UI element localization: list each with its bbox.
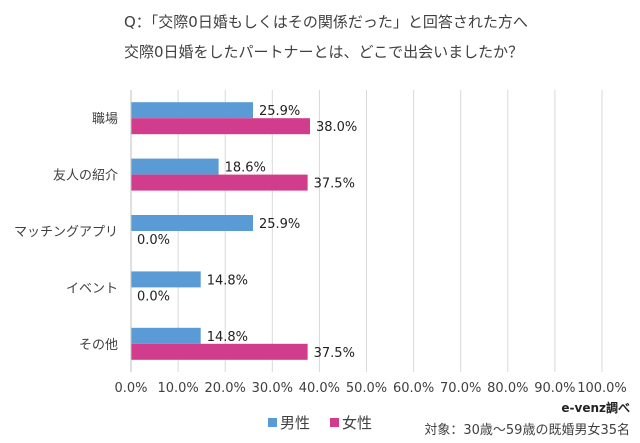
category-label: 友人の紹介 bbox=[53, 168, 118, 184]
data-label: 0.0% bbox=[137, 289, 170, 304]
category-label: イベント bbox=[66, 281, 118, 296]
data-label: 14.8% bbox=[207, 273, 248, 288]
bar-male bbox=[131, 215, 253, 231]
x-tick-label: 30.0% bbox=[252, 381, 293, 396]
data-label: 0.0% bbox=[137, 233, 170, 248]
data-label: 25.9% bbox=[259, 217, 300, 232]
bar-female bbox=[131, 118, 310, 135]
data-label: 37.5% bbox=[314, 346, 355, 361]
data-label: 37.5% bbox=[314, 177, 355, 192]
bar-male bbox=[131, 102, 253, 119]
bar-male bbox=[131, 271, 201, 288]
category-label: 職場 bbox=[92, 112, 118, 127]
x-tick-label: 80.0% bbox=[487, 381, 528, 396]
x-tick-label: 60.0% bbox=[393, 381, 434, 396]
x-tick-label: 20.0% bbox=[205, 381, 246, 396]
data-label: 18.6% bbox=[225, 161, 266, 176]
legend-swatch bbox=[268, 418, 277, 427]
source-label: e-venz調べ bbox=[561, 400, 630, 415]
legend-label: 女性 bbox=[342, 414, 372, 432]
category-label: その他 bbox=[79, 338, 118, 353]
bar-female bbox=[131, 174, 308, 191]
data-label: 25.9% bbox=[259, 104, 300, 119]
legend-swatch bbox=[330, 418, 339, 427]
bar-male bbox=[131, 327, 201, 344]
x-tick-label: 50.0% bbox=[346, 381, 387, 396]
sample-note: 対象：30歳～59歳の既婚男女35名 bbox=[424, 422, 630, 438]
category-label: マッチングアプリ bbox=[14, 225, 118, 240]
x-tick-label: 100.0% bbox=[577, 381, 627, 396]
x-tick-label: 10.0% bbox=[157, 381, 198, 396]
bar-male bbox=[131, 158, 219, 175]
bar-female bbox=[131, 343, 308, 360]
x-tick-label: 40.0% bbox=[299, 381, 340, 396]
chart-title-line-2: 交際0日婚をしたパートナーとは、どこで出会いましたか？ bbox=[124, 43, 524, 61]
data-label: 14.8% bbox=[207, 330, 248, 345]
legend-label: 男性 bbox=[280, 414, 310, 432]
x-tick-label: 0.0% bbox=[114, 381, 147, 396]
chart-title-line-1: Q：「交際0日婚もしくはその関係だった」と回答された方へ bbox=[124, 13, 528, 31]
data-label: 38.0% bbox=[316, 120, 357, 135]
x-tick-label: 70.0% bbox=[440, 381, 481, 396]
x-tick-label: 90.0% bbox=[534, 381, 575, 396]
